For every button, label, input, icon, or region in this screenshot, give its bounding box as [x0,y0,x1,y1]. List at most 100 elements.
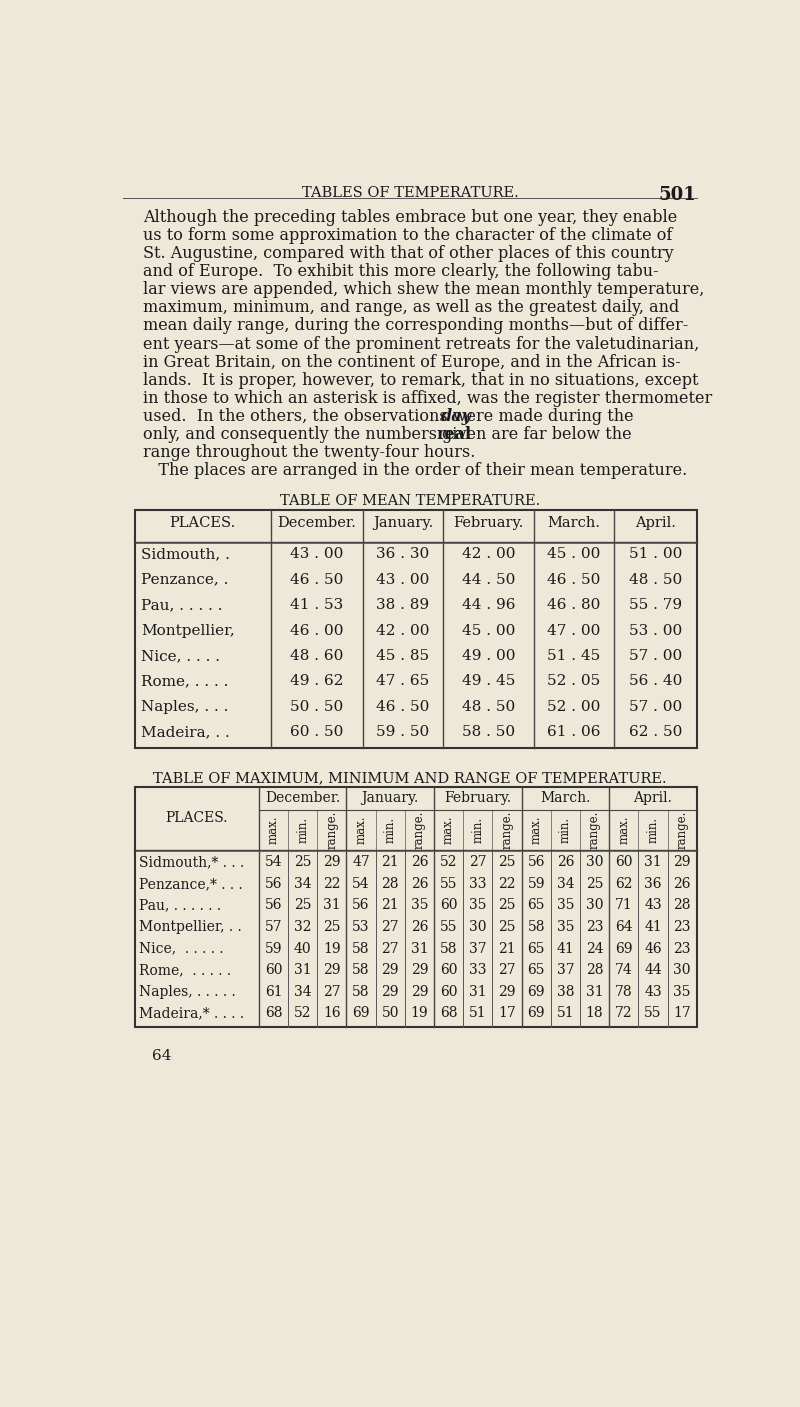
Text: Sidmouth,* . . .: Sidmouth,* . . . [138,855,244,870]
Text: 30: 30 [674,964,691,976]
Text: 19: 19 [410,1006,428,1020]
Text: 27: 27 [382,941,399,955]
Text: 58 . 50: 58 . 50 [462,725,515,739]
Text: 31: 31 [410,941,428,955]
Text: 22: 22 [323,877,341,891]
Text: 35: 35 [410,899,428,912]
Text: 58: 58 [440,941,458,955]
Text: February.: February. [454,516,524,529]
Text: 29: 29 [323,855,341,870]
Text: 56: 56 [352,899,370,912]
Text: 29: 29 [498,985,516,999]
Text: 54: 54 [352,877,370,891]
Text: 43: 43 [644,985,662,999]
Text: 43 . 00: 43 . 00 [290,547,343,561]
Text: 46 . 80: 46 . 80 [547,598,601,612]
Text: 32: 32 [294,920,311,934]
Bar [135,509,697,749]
Text: Madeira,* . . . .: Madeira,* . . . . [138,1006,244,1020]
Text: min.: min. [646,817,659,843]
Text: 68: 68 [440,1006,458,1020]
Text: 49 . 62: 49 . 62 [290,674,343,688]
Text: 19: 19 [323,941,341,955]
Text: max.: max. [618,816,630,844]
Text: 52: 52 [440,855,458,870]
Text: 59: 59 [265,941,282,955]
Text: lands.  It is proper, however, to remark, that in no situations, except: lands. It is proper, however, to remark,… [142,371,698,388]
Text: December.: December. [277,516,356,529]
Text: real: real [436,426,471,443]
Text: and of Europe.  To exhibit this more clearly, the following tabu-: and of Europe. To exhibit this more clea… [142,263,658,280]
Text: Rome,  . . . . .: Rome, . . . . . [138,964,231,976]
Text: Although the preceding tables embrace but one year, they enable: Although the preceding tables embrace bu… [142,208,677,227]
Text: 60: 60 [615,855,633,870]
Text: in those to which an asterisk is affixed, was the register thermometer: in those to which an asterisk is affixed… [142,390,712,407]
Text: maximum, minimum, and range, as well as the greatest daily, and: maximum, minimum, and range, as well as … [142,300,679,317]
Text: 31: 31 [323,899,341,912]
Text: 17: 17 [498,1006,516,1020]
Text: 25: 25 [294,855,311,870]
Text: used.  In the others, the observations were made during the: used. In the others, the observations we… [142,408,638,425]
Text: 36 . 30: 36 . 30 [376,547,430,561]
Text: 65: 65 [527,941,545,955]
Text: 43 . 00: 43 . 00 [376,573,430,587]
Text: day: day [441,408,472,425]
Text: only, and consequently the numbers given are far below the: only, and consequently the numbers given… [142,426,636,443]
Text: Pau, . . . . . .: Pau, . . . . . . [138,899,221,912]
Text: St. Augustine, compared with that of other places of this country: St. Augustine, compared with that of oth… [142,245,674,262]
Text: 28: 28 [674,899,691,912]
Text: 24: 24 [586,941,603,955]
Text: 60: 60 [440,964,458,976]
Text: 46: 46 [644,941,662,955]
Text: 38 . 89: 38 . 89 [376,598,430,612]
Text: PLACES.: PLACES. [166,812,228,826]
Text: 47 . 65: 47 . 65 [376,674,430,688]
Text: February.: February. [444,791,511,805]
Text: Sidmouth, .: Sidmouth, . [141,547,230,561]
Text: 59: 59 [527,877,545,891]
Text: 31: 31 [294,964,311,976]
Text: 62 . 50: 62 . 50 [629,725,682,739]
Text: 22: 22 [498,877,516,891]
Text: 36: 36 [644,877,662,891]
Text: 58: 58 [352,964,370,976]
Text: 37: 37 [557,964,574,976]
Text: TABLES OF TEMPERATURE.: TABLES OF TEMPERATURE. [302,186,518,200]
Text: 41: 41 [644,920,662,934]
Text: 44 . 50: 44 . 50 [462,573,515,587]
Text: 60 . 50: 60 . 50 [290,725,343,739]
Text: PLACES.: PLACES. [170,516,236,529]
Text: 30: 30 [586,899,603,912]
Text: 46 . 50: 46 . 50 [290,573,343,587]
Text: 41: 41 [557,941,574,955]
Text: 31: 31 [644,855,662,870]
Text: 29: 29 [323,964,341,976]
Text: January.: January. [362,791,419,805]
Text: 60: 60 [440,899,458,912]
Text: 42 . 00: 42 . 00 [376,623,430,637]
Text: 71: 71 [615,899,633,912]
Text: max.: max. [354,816,367,844]
Text: 21: 21 [382,855,399,870]
Text: 64: 64 [152,1048,172,1062]
Text: range throughout the twenty-four hours.: range throughout the twenty-four hours. [142,445,475,461]
Text: 35: 35 [557,920,574,934]
Text: 33: 33 [469,964,486,976]
Text: 49 . 45: 49 . 45 [462,674,515,688]
Text: in Great Britain, on the continent of Europe, and in the African is-: in Great Britain, on the continent of Eu… [142,353,680,370]
Text: 56 . 40: 56 . 40 [629,674,682,688]
Text: 34: 34 [294,985,311,999]
Text: 58: 58 [527,920,545,934]
Text: 60: 60 [440,985,458,999]
Text: 47: 47 [352,855,370,870]
Text: 45 . 00: 45 . 00 [547,547,601,561]
Text: 35: 35 [557,899,574,912]
Text: 51 . 00: 51 . 00 [629,547,682,561]
Text: 49 . 00: 49 . 00 [462,649,515,663]
Text: 23: 23 [586,920,603,934]
Text: 35: 35 [469,899,486,912]
Text: 52: 52 [294,1006,311,1020]
Text: 33: 33 [469,877,486,891]
Text: 46 . 50: 46 . 50 [376,699,430,713]
Text: 58: 58 [352,985,370,999]
